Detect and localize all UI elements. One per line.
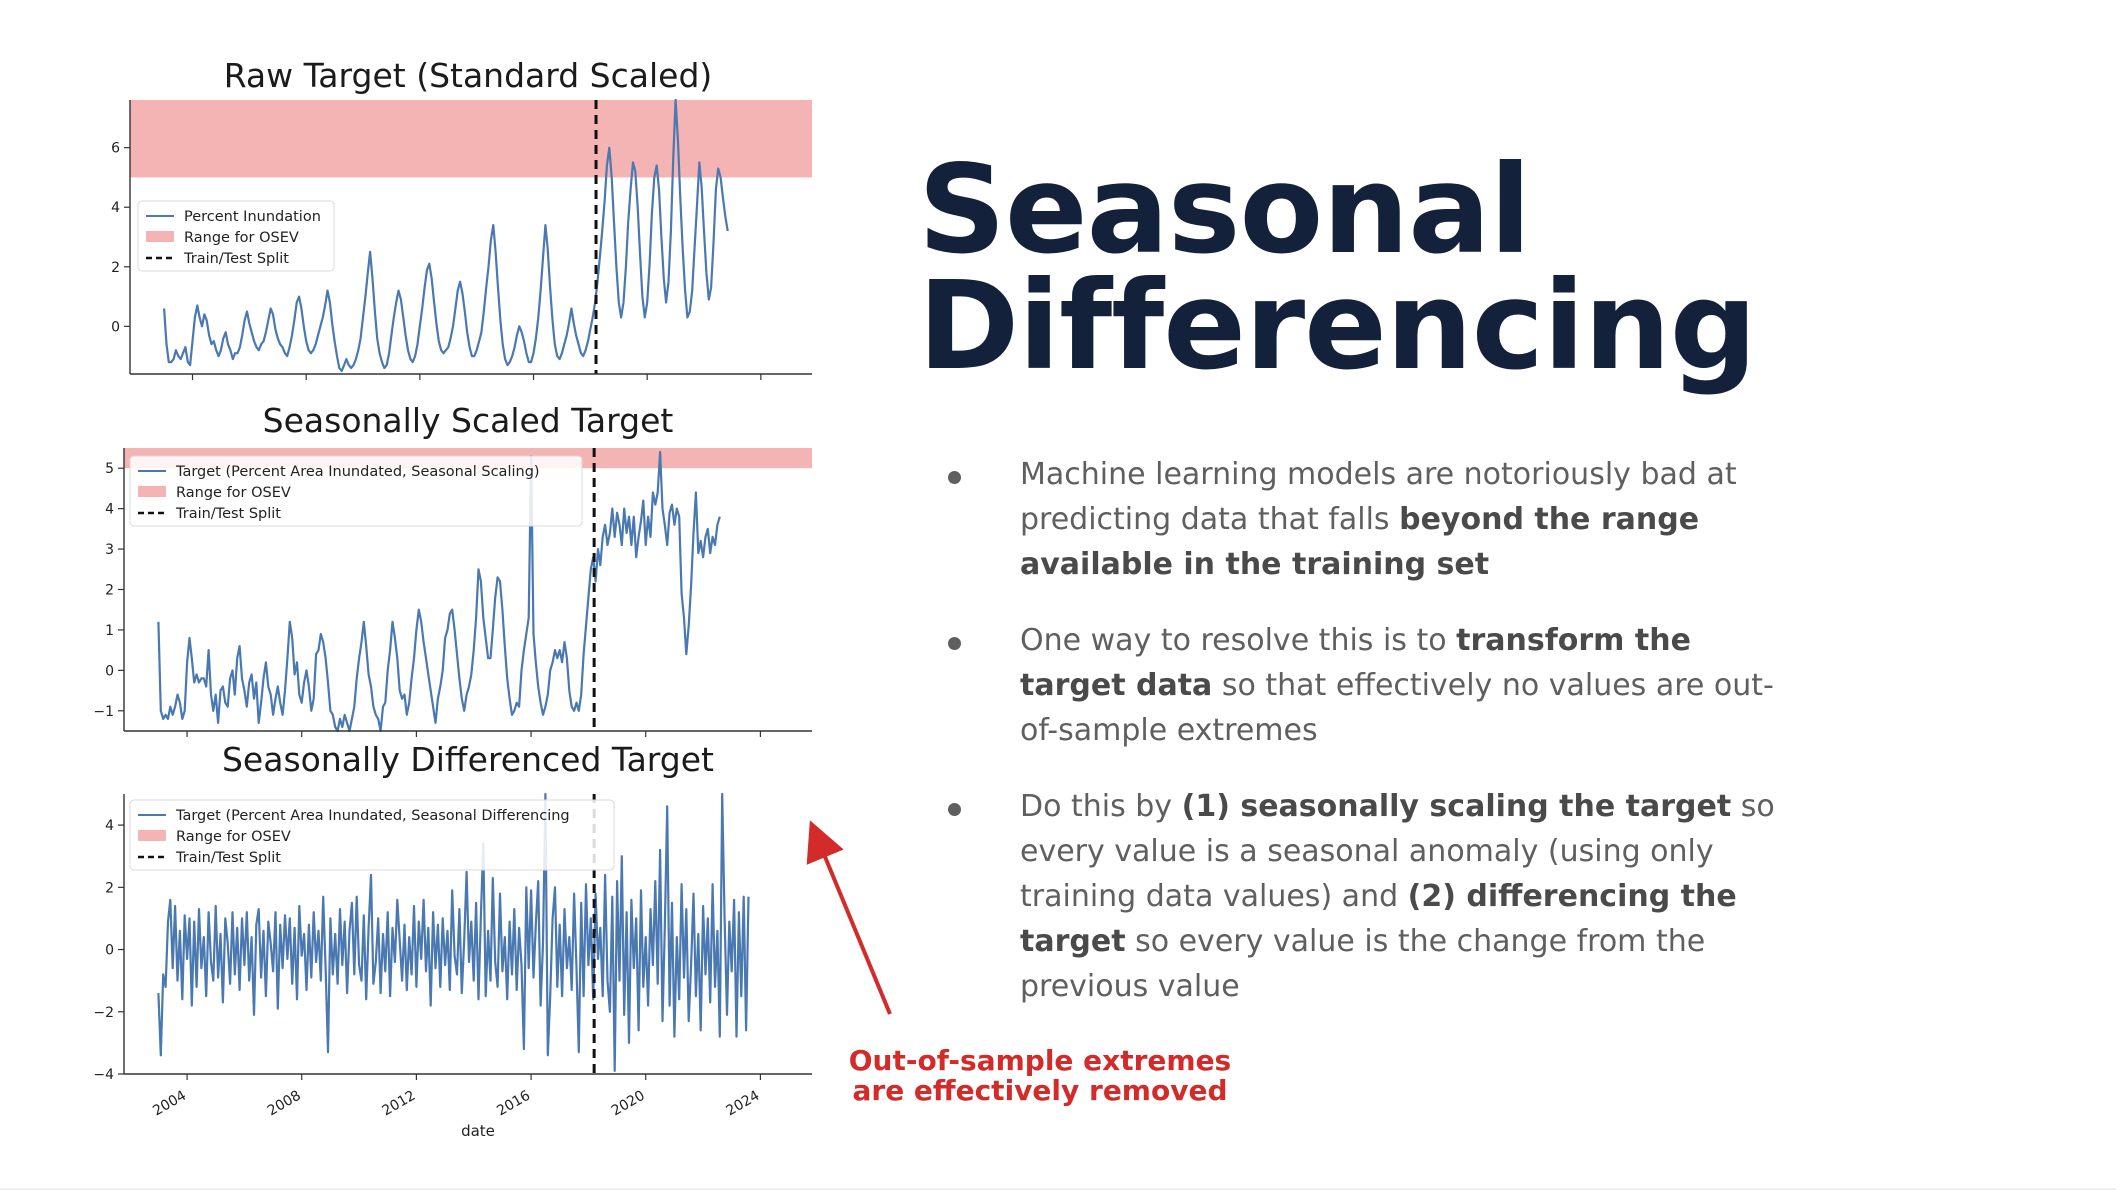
y-tick-label: 6 [111,141,120,157]
bullet-text: One way to resolve this is to [1020,623,1457,658]
y-tick-label: 0 [105,943,114,959]
y-tick-label: 2 [105,583,114,599]
legend-swatch-osev [138,830,166,841]
x-tick-label: 2016 [494,1088,533,1120]
legend: Target (Percent Area Inundated, Seasonal… [129,799,615,871]
y-tick-label: −2 [93,1005,114,1021]
y-tick-label: 0 [111,319,120,335]
legend-label: Range for OSEV [176,829,291,845]
x-tick-label: 2024 [724,1088,763,1120]
annotation-text: Out-of-sample extremes are effectively r… [790,1046,1290,1106]
legend-label: Percent Inundation [184,209,321,225]
charts-canvas: 0 2 4 6 Percent Inundation Range for OSEV Trai… [93,98,812,1140]
legend-label: Target (Percent Area Inundated, Seasonal… [175,464,540,480]
annotation-line-1: Out-of-sample extremes [848,1044,1232,1077]
legend-label: Train/Test Split [183,251,289,267]
y-tick-label: 2 [105,880,114,896]
slide-title-line-1: Seasonal [918,139,1531,281]
x-tick-label: 2004 [150,1088,189,1120]
bullet-text-bold: beyond the range available in the traini… [1020,502,1700,582]
legend-box [129,799,615,871]
series-line [163,98,729,373]
y-tick-label: 0 [105,663,114,679]
chart-3: −4 −2 0 2 4 2004 2008 2012 2016 2020 2024 Target (P… [93,792,812,1140]
bullet-list: Machine learning models are notoriously … [940,452,1790,1040]
bullet-text: so every value is a seasonal anomaly (us… [1020,789,1775,914]
chart-title-seasonally-differenced: Seasonally Differenced Target [221,740,714,779]
y-tick-label: −1 [93,704,114,720]
y-tick-label: 4 [105,818,114,834]
legend: Target (Percent Area Inundated, Seasonal… [129,455,583,527]
y-tick-label: 1 [105,623,114,639]
x-tick-label: 2008 [265,1088,304,1120]
y-tick-label: 2 [111,260,120,276]
chart-1: 0 2 4 6 Percent Inundation Range for OSEV Trai… [111,98,812,380]
legend-label: Train/Test Split [175,850,281,866]
legend-swatch-osev [146,231,174,242]
legend-label: Train/Test Split [175,506,281,522]
legend-swatch-osev [138,486,166,497]
slide-title-line-2: Differencing [918,255,1757,397]
osev-range-band [130,100,812,178]
chart-title-raw-target: Raw Target (Standard Scaled) [223,56,713,95]
bullet-item: Machine learning models are notoriously … [940,452,1790,587]
bullet-text-bold: (1) seasonally scaling the target [1181,789,1732,824]
y-tick-label: 4 [105,502,114,518]
bullet-item: One way to resolve this is to transform … [940,618,1790,753]
bullet-text: so every value is the change from the pr… [1020,924,1706,1004]
bullet-item: Do this by (1) seasonally scaling the ta… [940,784,1790,1009]
legend-label: Range for OSEV [184,230,299,246]
annotation-line-2: are effectively removed [852,1074,1228,1107]
bullet-text: so that effectively no values are out-of… [1020,668,1774,748]
bullet-text: Do this by [1020,789,1182,824]
bullet-dot [948,803,961,816]
footer-divider [0,1188,2116,1190]
series-line [157,792,750,1073]
y-tick-label: 4 [111,200,120,216]
x-axis-label: date [461,1122,495,1140]
bullet-dot [948,637,961,650]
x-tick-label: 2012 [380,1088,419,1120]
chart-2: −1 0 1 2 3 4 5 Target (Percent Area Inundated, … [93,448,812,737]
y-tick-label: 3 [105,542,114,558]
legend-label: Range for OSEV [176,485,291,501]
chart-title-seasonally-scaled: Seasonally Scaled Target [262,401,674,440]
bullet-text: Machine learning models are notoriously … [1020,457,1737,537]
series-line [157,450,721,733]
x-tick-label: 2020 [609,1088,648,1120]
legend-box [137,200,335,272]
y-tick-label: −4 [93,1067,114,1083]
bullet-text-bold: (2) differencing the target [1020,879,1737,959]
bullet-dot [948,471,961,484]
bullet-text-bold: transform the target data [1020,623,1691,703]
slide-title: Seasonal Differencing [918,139,1757,397]
legend-box [129,455,583,527]
legend-label: Target (Percent Area Inundated, Seasonal… [175,808,570,824]
legend: Percent Inundation Range for OSEV Train/Te… [137,200,335,272]
y-tick-label: 5 [105,461,114,477]
